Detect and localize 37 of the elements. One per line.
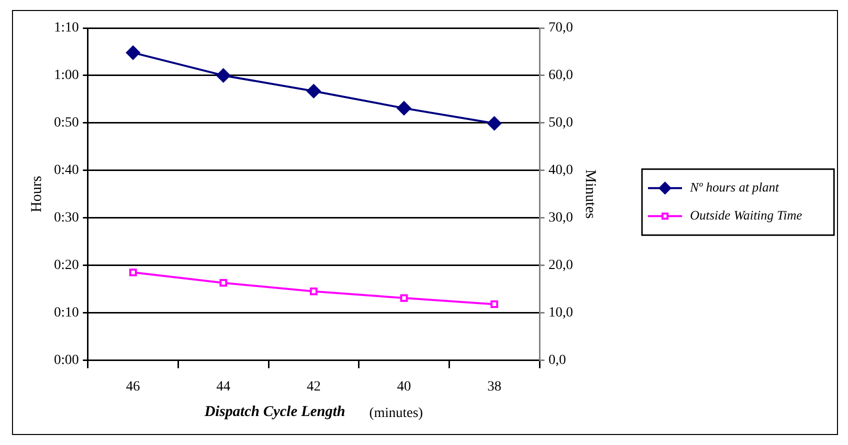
point <box>400 294 408 302</box>
legend-label: Nº hours at plant <box>689 180 780 195</box>
point <box>220 279 228 287</box>
x-tick-label: 40 <box>397 379 412 394</box>
x-tick-label: 44 <box>216 379 230 394</box>
y2-tick-label: 20,0 <box>548 258 573 273</box>
x-tick-label: 38 <box>487 379 502 394</box>
point <box>490 300 498 308</box>
y-axis-title: Hours <box>28 176 45 212</box>
point <box>306 84 321 98</box>
y-tick-label: 1:10 <box>54 20 79 36</box>
y-tick-label: 0:50 <box>54 116 79 131</box>
y2-tick-label: 0,0 <box>548 352 566 368</box>
y-tick-label: 0:40 <box>54 163 79 178</box>
point <box>126 46 140 60</box>
x-tick-label: 46 <box>126 379 140 394</box>
legend-label: Outside Waiting Time <box>690 208 802 223</box>
y2-tick-label: 60,0 <box>548 68 573 84</box>
y2-tick-label: 40,0 <box>548 163 573 178</box>
y2-tick-label: 50,0 <box>548 116 573 131</box>
point <box>487 116 502 130</box>
y2-tick-label: 10,0 <box>548 305 573 320</box>
x-tick-label: 42 <box>306 379 321 394</box>
y2-tick-label: 70,0 <box>548 20 573 36</box>
y-tick-label: 0:30 <box>54 210 79 226</box>
y2-tick-label: 30,0 <box>548 210 573 226</box>
point <box>216 68 230 82</box>
y-tick-label: 0:10 <box>54 305 79 320</box>
y-tick-label: 0:00 <box>54 352 79 368</box>
y-tick-label: 1:00 <box>54 68 79 84</box>
point <box>397 101 412 116</box>
text: (minutes) <box>369 406 424 421</box>
y2-axis-title: Minutes <box>582 170 598 219</box>
point <box>129 268 137 276</box>
point <box>310 288 318 296</box>
y-tick-label: 0:20 <box>54 258 79 273</box>
x-axis-title: Dispatch Cycle Length <box>203 404 346 420</box>
